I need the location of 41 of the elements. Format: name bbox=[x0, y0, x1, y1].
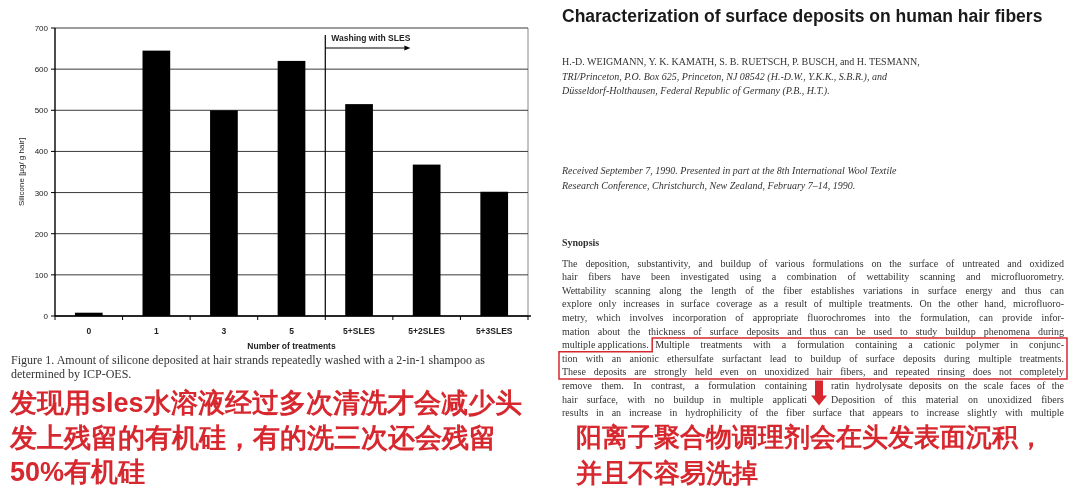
x-tick-label: 0 bbox=[86, 326, 92, 336]
text: Received September 7, 1990. Presented in part at the 8th International Wool Textile Research Conference, Christchurch, New Zealand, February 7–14, 1990. bbox=[562, 164, 898, 193]
text: remove them. In contrast, a formulation containing bbox=[562, 378, 808, 393]
text: ratin hydrolysate deposits on the scale faces of the bbox=[831, 378, 1064, 393]
x-tick-label: 5+3SLES bbox=[475, 326, 513, 336]
y-tick-label: 700 bbox=[34, 24, 49, 33]
text: results in an increase in hydrophilicity of the fiber surface that appears to increase slightly with multiple bbox=[562, 406, 1065, 420]
text: explore only increases in surface coverage as a result of multiple treatments. On the other hand, microfluoro- bbox=[562, 297, 1064, 311]
text: hair surface, with no buildup in multiple applicati bbox=[562, 392, 807, 407]
text: mation about the thickness of surface deposits and thus can be used to study buildup phenomena during bbox=[562, 324, 1064, 339]
text: hair fibers have been investigated using a combination of wettability scanning and microfluorometry. bbox=[562, 270, 1064, 284]
text: Characterization of surface deposits on human hair fibers bbox=[562, 6, 1043, 27]
x-axis-title: Number of treatments bbox=[247, 341, 336, 351]
caption: Figure 1. Amount of silicone deposited at hair strands repeatedly washed with a 2-in-1 shampoo as determined by ICP-OES. bbox=[11, 353, 486, 381]
text: These deposits are strongly held even on unoxidized hair fibers, and repeated rinsing does not completely bbox=[562, 365, 1065, 379]
y-tick-label: 100 bbox=[34, 270, 49, 280]
text: Synopsis bbox=[562, 237, 600, 248]
y-tick-label: 200 bbox=[34, 229, 49, 239]
x-tick-label: 5+2SLES bbox=[408, 326, 446, 336]
x-tick-label: 5 bbox=[289, 326, 295, 336]
ref-line-label: Washing with SLES bbox=[331, 33, 411, 43]
text: TRI/Princeton, P.O. Box 625, Princeton, NJ 08542 (H.-D.W., Y.K.K., S.B.R.), and Düsseldorf-Holthausen, Federal Republic of Germany (P.B., H.T.). bbox=[562, 69, 888, 98]
text: 阳离子聚合物调理剂会在头发表面沉积，并且不容易洗掉 bbox=[576, 421, 1045, 490]
y-tick-label: 300 bbox=[34, 188, 49, 198]
y-tick-label: 0 bbox=[43, 312, 49, 321]
text: tion with an anionic ethersulfate surfactant lead to buildup of surface deposits during multiple treatments. bbox=[562, 351, 1065, 366]
text: 发现用sles水溶液经过多次清洗才会减少头发上残留的有机硅，有的洗三次还会残留50%有机硅 bbox=[10, 387, 523, 489]
text: The deposition, substantivity, and buildup of various formulations on the surface of untreated and oxidized bbox=[562, 256, 1065, 271]
text: Wettability scanning along the length of the fiber establishes variations in surface energy and thus can bbox=[562, 283, 1064, 298]
x-tick-label: 3 bbox=[221, 326, 227, 336]
y-tick-label: 400 bbox=[34, 147, 49, 157]
text: multiple applications. bbox=[562, 338, 649, 352]
text: Multiple treatments with a formulation containing a cationic polymer in conjunc- bbox=[655, 338, 1064, 352]
y-tick-label: 600 bbox=[34, 65, 49, 75]
y-axis-title: Silicone [µg/ g hair] bbox=[17, 137, 26, 207]
y-tick-label: 500 bbox=[34, 106, 49, 116]
x-tick-label: 1 bbox=[153, 326, 159, 336]
text: Deposition of this material on unoxidized fibers bbox=[831, 392, 1065, 407]
text: metry, which involves incorporation of appropriate fluorochromes into the formulation, can provide infor- bbox=[562, 310, 1065, 325]
x-tick-label: 5+SLES bbox=[343, 326, 376, 336]
text: H.-D. WEIGMANN, Y. K. KAMATH, S. B. RUETSCH, P. BUSCH, and H. TESMANN, bbox=[562, 55, 920, 69]
